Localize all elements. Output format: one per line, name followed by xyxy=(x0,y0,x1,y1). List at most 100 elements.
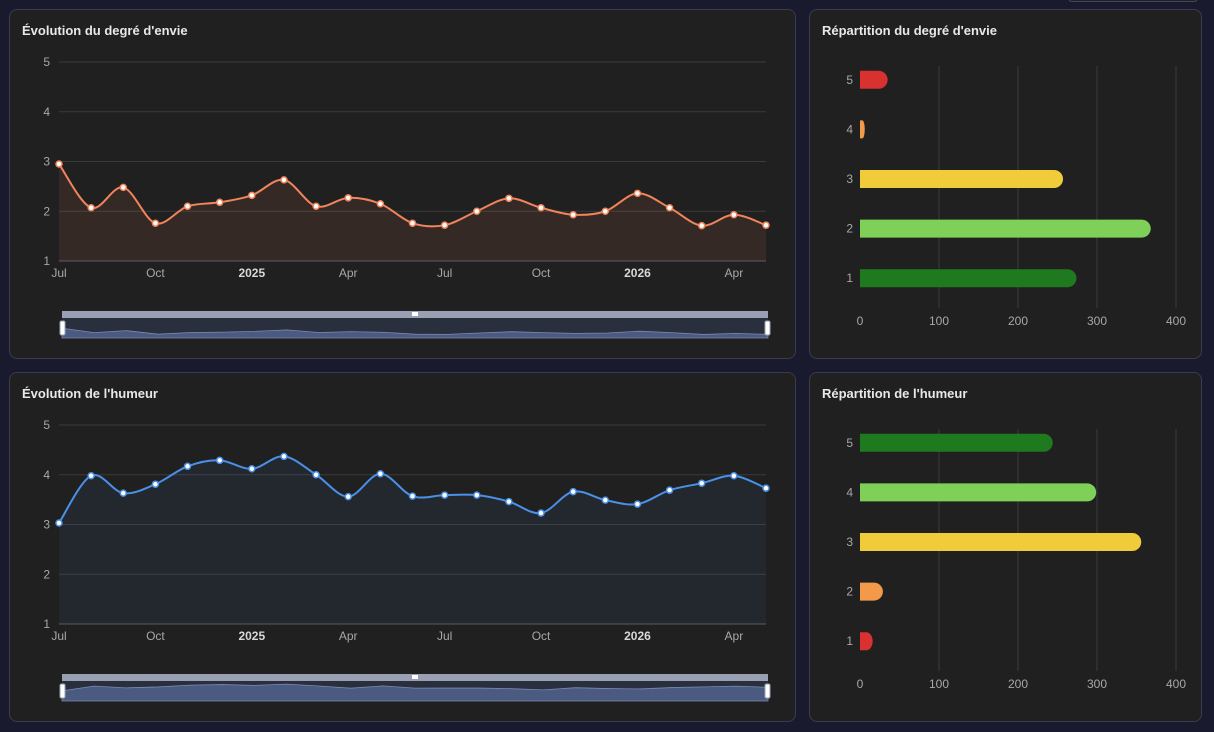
envie-distribution-ytick-2: 2 xyxy=(846,222,853,236)
envie-evolution-chart[interactable]: 1 2 3 4 5 Jul Oct 2025 Apr Jul Oct 2026 Apr xyxy=(10,10,797,360)
envie-distribution-chart[interactable]: 0 100 200 300 400 5 4 3 2 1 xyxy=(810,10,1203,360)
humeur-evolution-point-17[interactable] xyxy=(601,496,610,504)
envie-evolution-point-4[interactable] xyxy=(183,202,192,211)
envie-distribution-xtick-400: 400 xyxy=(1166,314,1186,328)
humeur-evolution-chart[interactable]: 1 2 3 4 5 Jul Oct 2025 Apr Jul Oct 2026 Apr xyxy=(10,373,797,723)
humeur-evolution-point-15[interactable] xyxy=(537,509,545,517)
envie-distribution-xtick-100: 100 xyxy=(929,314,949,328)
humeur-evolution-point-4[interactable] xyxy=(183,462,192,471)
envie-evolution-slider-handle-right[interactable] xyxy=(764,320,771,336)
humeur-evolution-point-11[interactable] xyxy=(408,492,417,500)
envie-evolution-point-21[interactable] xyxy=(730,210,738,219)
humeur-evolution-xtick-6: 2026 xyxy=(624,629,651,643)
humeur-distribution-bar-1[interactable] xyxy=(860,632,873,651)
envie-evolution-point-7[interactable] xyxy=(280,176,288,184)
humeur-evolution-point-12[interactable] xyxy=(440,491,449,499)
envie-evolution-ytick-5: 5 xyxy=(43,55,50,69)
humeur-distribution-title: Répartition de l'humeur xyxy=(822,386,968,401)
humeur-evolution-slider-handle-right[interactable] xyxy=(764,683,771,699)
envie-distribution-xtick-200: 200 xyxy=(1008,314,1028,328)
envie-evolution-point-12[interactable] xyxy=(440,221,449,229)
envie-distribution-ytick-1: 1 xyxy=(846,271,853,285)
humeur-evolution-point-0[interactable] xyxy=(55,519,63,527)
envie-distribution-xtick-0: 0 xyxy=(857,314,864,328)
humeur-distribution-bar-2[interactable] xyxy=(860,582,883,601)
envie-evolution-point-0[interactable] xyxy=(55,160,63,168)
humeur-evolution-point-3[interactable] xyxy=(151,480,160,488)
humeur-evolution-point-21[interactable] xyxy=(730,471,738,480)
humeur-distribution-bar-5[interactable] xyxy=(860,433,1053,452)
humeur-distribution-xtick-0: 0 xyxy=(857,677,864,691)
humeur-distribution-bar-3[interactable] xyxy=(860,533,1142,551)
envie-evolution-point-20[interactable] xyxy=(697,221,706,230)
envie-evolution-point-2[interactable] xyxy=(119,183,128,192)
envie-evolution-point-5[interactable] xyxy=(215,198,224,207)
envie-evolution-title: Évolution du degré d'envie xyxy=(22,23,188,38)
humeur-distribution-ytick-4: 4 xyxy=(846,485,853,499)
humeur-evolution-point-5[interactable] xyxy=(215,456,224,465)
envie-evolution-point-18[interactable] xyxy=(633,189,642,198)
envie-evolution-slider-handle-left[interactable] xyxy=(59,320,66,336)
envie-evolution-point-19[interactable] xyxy=(665,204,674,212)
envie-evolution-xtick-5: Oct xyxy=(532,266,551,280)
humeur-distribution-bar-4[interactable] xyxy=(860,483,1097,502)
humeur-distribution-xtick-300: 300 xyxy=(1087,677,1107,691)
envie-evolution-point-15[interactable] xyxy=(537,204,545,212)
envie-evolution-point-9[interactable] xyxy=(344,194,352,202)
envie-evolution-point-8[interactable] xyxy=(312,202,320,211)
envie-distribution-card: Répartition du degré d'envie 0 100 200 300 4… xyxy=(809,9,1202,359)
envie-evolution-card: Évolution du degré d'envie 1 2 3 4 5 Jul Oct 20… xyxy=(9,9,796,359)
envie-evolution-point-11[interactable] xyxy=(408,219,417,227)
humeur-distribution-ytick-3: 3 xyxy=(846,535,853,549)
humeur-evolution-point-16[interactable] xyxy=(569,487,577,496)
humeur-distribution-chart[interactable]: 0 100 200 300 400 5 4 3 2 1 xyxy=(810,373,1203,723)
envie-distribution-bar-3[interactable] xyxy=(860,170,1064,188)
humeur-evolution-point-13[interactable] xyxy=(473,491,481,499)
envie-evolution-point-6[interactable] xyxy=(248,191,256,200)
humeur-evolution-point-20[interactable] xyxy=(697,479,706,487)
humeur-evolution-slider-preview xyxy=(61,683,769,702)
envie-evolution-point-16[interactable] xyxy=(569,210,577,219)
envie-evolution-point-22[interactable] xyxy=(762,221,770,229)
envie-evolution-ytick-2: 2 xyxy=(43,204,50,218)
envie-distribution-title: Répartition du degré d'envie xyxy=(822,23,998,38)
envie-distribution-ytick-3: 3 xyxy=(846,172,853,186)
humeur-evolution-point-7[interactable] xyxy=(280,452,288,461)
humeur-evolution-point-1[interactable] xyxy=(87,471,95,480)
humeur-evolution-point-9[interactable] xyxy=(344,492,352,501)
envie-evolution-point-14[interactable] xyxy=(505,194,513,203)
envie-evolution-xtick-0: Jul xyxy=(51,266,66,280)
humeur-evolution-xtick-2: 2025 xyxy=(238,629,265,643)
humeur-evolution-xtick-3: Apr xyxy=(339,629,358,643)
humeur-evolution-slider-handle-left[interactable] xyxy=(59,683,66,699)
envie-evolution-ytick-3: 3 xyxy=(43,155,50,169)
humeur-evolution-point-2[interactable] xyxy=(119,489,128,497)
humeur-evolution-xtick-0: Jul xyxy=(51,629,66,643)
envie-evolution-point-1[interactable] xyxy=(87,204,95,212)
envie-distribution-bar-4[interactable] xyxy=(860,120,865,139)
envie-distribution-bar-1[interactable] xyxy=(860,269,1077,288)
envie-evolution-ytick-1: 1 xyxy=(43,254,50,268)
envie-evolution-slider-grip-icon[interactable] xyxy=(412,312,418,316)
envie-evolution-point-10[interactable] xyxy=(376,200,385,208)
humeur-evolution-point-6[interactable] xyxy=(248,465,256,473)
top-toolbar-edge xyxy=(1068,0,1198,2)
humeur-evolution-ytick-3: 3 xyxy=(43,518,50,532)
humeur-evolution-point-18[interactable] xyxy=(633,500,642,508)
envie-distribution-bar-5[interactable] xyxy=(860,70,888,89)
envie-evolution-xtick-7: Apr xyxy=(725,266,744,280)
humeur-evolution-point-8[interactable] xyxy=(312,471,320,479)
envie-evolution-point-17[interactable] xyxy=(601,207,610,215)
envie-evolution-point-13[interactable] xyxy=(473,207,481,215)
humeur-distribution-card: Répartition de l'humeur 0 100 200 300 400 5 4 3… xyxy=(809,372,1202,722)
humeur-evolution-area xyxy=(59,456,766,624)
envie-evolution-xtick-4: Jul xyxy=(437,266,452,280)
humeur-evolution-slider-grip-icon[interactable] xyxy=(412,675,418,679)
humeur-evolution-point-14[interactable] xyxy=(505,497,513,506)
envie-distribution-bar-2[interactable] xyxy=(860,219,1151,238)
humeur-evolution-point-22[interactable] xyxy=(762,484,770,492)
envie-evolution-point-3[interactable] xyxy=(151,219,160,227)
humeur-evolution-point-10[interactable] xyxy=(376,470,385,478)
envie-evolution-slider-preview xyxy=(61,327,769,339)
humeur-evolution-point-19[interactable] xyxy=(665,486,674,494)
